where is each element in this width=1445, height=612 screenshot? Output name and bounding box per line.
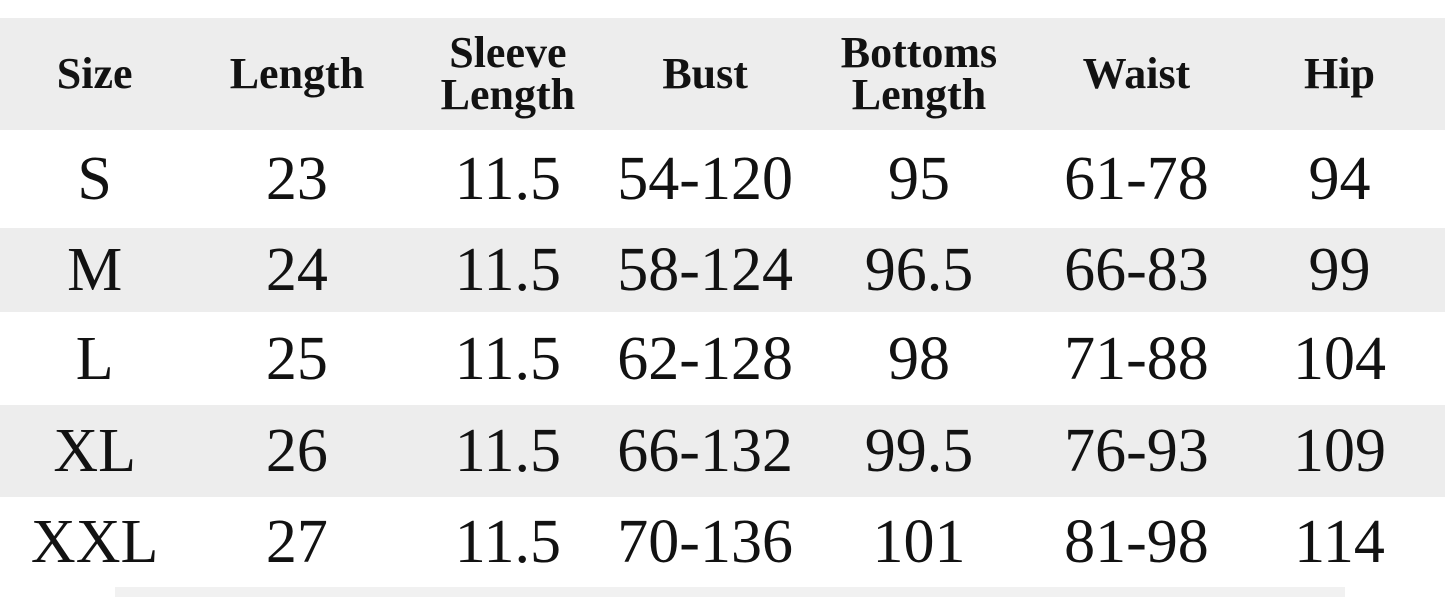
table-cell: 58-124	[617, 236, 793, 304]
table-row-l: L 25 11.5 62-128 98 71-88 104	[0, 312, 1445, 405]
table-row-m: M 24 11.5 58-124 96.5 66-83 99	[0, 228, 1445, 312]
table-cell: 101	[872, 508, 966, 576]
table-cell: 66-83	[1064, 236, 1209, 304]
table-cell: 109	[1292, 417, 1386, 485]
size-label-cell: S	[77, 145, 112, 213]
table-cell: 23	[265, 145, 328, 213]
table-cell: 11.5	[454, 145, 561, 213]
table-cell: 26	[265, 417, 328, 485]
column-header-bust: Bust	[662, 49, 748, 99]
table-cell: 96.5	[864, 236, 974, 304]
table-cell: 25	[265, 324, 328, 393]
table-cell: 24	[265, 236, 328, 304]
table-cell: 61-78	[1064, 145, 1209, 213]
column-header-sleeve-length: Sleeve Length	[440, 28, 576, 119]
table-cell: 95	[887, 145, 950, 213]
table-row-xxl: XXL 27 11.5 70-136 101 81-98 114	[0, 497, 1445, 587]
table-cell: 114	[1294, 508, 1385, 576]
table-cell: 11.5	[454, 417, 561, 485]
size-label-cell: XXL	[30, 508, 159, 576]
table-cell: 104	[1292, 324, 1386, 393]
column-header-length: Length	[229, 49, 365, 99]
column-header-hip: Hip	[1304, 49, 1375, 99]
size-label-cell: XL	[53, 417, 136, 485]
size-label-cell: M	[67, 236, 123, 304]
table-cell: 11.5	[454, 324, 561, 393]
table-cell: 71-88	[1064, 324, 1209, 393]
size-chart-table: Size Length Sleeve Length Bust Bottoms L…	[0, 18, 1445, 587]
column-header-size: Size	[56, 49, 133, 99]
table-cell: 81-98	[1064, 508, 1209, 576]
table-cell: 94	[1308, 145, 1371, 213]
partial-row-edge	[115, 587, 1345, 597]
table-cell: 66-132	[617, 417, 793, 485]
table-cell: 70-136	[617, 508, 793, 576]
table-cell: 11.5	[454, 236, 561, 304]
table-row-xl: XL 26 11.5 66-132 99.5 76-93 109	[0, 405, 1445, 497]
table-cell: 62-128	[617, 324, 793, 393]
table-cell: 27	[265, 508, 328, 576]
size-label-cell: L	[75, 324, 114, 393]
table-row-s: S 23 11.5 54-120 95 61-78 94	[0, 130, 1445, 228]
table-cell: 99	[1308, 236, 1371, 304]
table-cell: 54-120	[617, 145, 793, 213]
table-cell: 11.5	[454, 508, 561, 576]
table-cell: 98	[887, 324, 950, 393]
table-cell: 99.5	[864, 417, 974, 485]
table-cell: 76-93	[1064, 417, 1209, 485]
column-header-waist: Waist	[1082, 49, 1191, 99]
column-header-bottoms-length: Bottoms Length	[840, 28, 998, 119]
header-row: Size Length Sleeve Length Bust Bottoms L…	[0, 18, 1445, 130]
